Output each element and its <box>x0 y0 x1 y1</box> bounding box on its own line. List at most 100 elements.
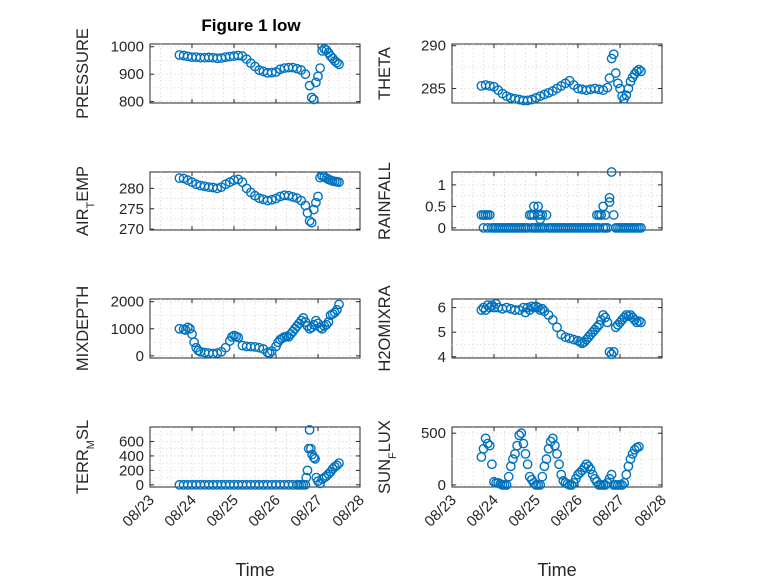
y-axis-label: TERRMSL <box>74 420 97 494</box>
data-point <box>606 469 617 480</box>
axes-pressure: 800 900 1000 PRESSURE <box>74 28 361 119</box>
x-axis-label: Time <box>235 560 274 580</box>
data-point <box>621 310 632 320</box>
plot-area <box>149 426 361 488</box>
data-point <box>503 471 514 482</box>
y-tick-label: 5 <box>438 324 446 341</box>
data-point <box>264 348 275 359</box>
data-point <box>315 322 325 333</box>
data-point <box>334 177 344 188</box>
x-tick-label: 08/25 <box>505 492 544 531</box>
x-tick-label: 08/28 <box>329 492 368 531</box>
data-point <box>537 303 548 314</box>
data-point <box>535 214 546 225</box>
y-tick-label: 1000 <box>111 321 144 338</box>
x-tick-label: 08/27 <box>287 492 326 531</box>
data-point <box>254 342 265 353</box>
data-point <box>631 317 642 328</box>
x-tick-label: 08/28 <box>631 492 670 531</box>
data-point <box>522 95 533 106</box>
y-axis-label: SUNFLUX <box>376 420 399 494</box>
x-tick-label: 08/25 <box>203 492 242 531</box>
data-point <box>610 68 621 78</box>
data-point <box>220 342 231 353</box>
data-point <box>306 92 317 103</box>
data-point <box>306 217 317 228</box>
axes-mixdepth: 0 1000 2000 MIXDEPTH <box>74 286 361 371</box>
data-point <box>296 315 307 326</box>
y-tick-label: 270 <box>119 221 144 238</box>
y-tick-label: 4 <box>438 349 446 366</box>
data-point <box>302 321 313 331</box>
data-point <box>304 216 315 226</box>
data-point <box>508 454 518 464</box>
y-axis-label: THETA <box>376 47 394 100</box>
data-point <box>331 304 342 315</box>
data-point <box>552 448 562 459</box>
data-point <box>636 317 646 328</box>
data-point <box>300 479 311 490</box>
data-point <box>317 45 328 56</box>
y-tick-label: 290 <box>421 38 446 55</box>
x-tick-label: 08/24 <box>463 492 502 531</box>
data-point <box>233 332 244 343</box>
data-point <box>486 300 497 311</box>
data-point <box>617 91 627 102</box>
data-point <box>512 440 522 451</box>
y-tick-label: 800 <box>119 94 144 111</box>
y-axis-label: PRESSURE <box>74 28 92 119</box>
data-point <box>301 472 312 483</box>
data-point <box>212 183 223 194</box>
data-point <box>623 83 634 94</box>
y-tick-label: 0.5 <box>425 198 446 215</box>
y-tick-label: 0 <box>136 477 144 494</box>
y-axis-label: H2OMIXRA <box>376 285 394 371</box>
data-point <box>625 454 636 464</box>
y-tick-label: 2000 <box>111 294 144 311</box>
data-point <box>621 90 632 101</box>
data-point <box>331 57 342 68</box>
data-point <box>182 322 193 333</box>
data-point <box>585 464 596 475</box>
data-point <box>556 469 567 480</box>
data-point <box>537 471 548 482</box>
data-point <box>602 317 613 328</box>
data-point <box>547 314 558 325</box>
data-point <box>629 314 640 325</box>
data-point <box>522 459 533 470</box>
data-point <box>482 438 493 449</box>
data-point <box>600 312 611 323</box>
data-point <box>482 210 493 220</box>
axes-theta: 285 290 THETA <box>376 38 663 106</box>
axes-rainfall: 0 0.5 1 RAINFALL <box>376 162 663 240</box>
x-tick-label: 08/27 <box>589 492 628 531</box>
data-point <box>598 310 609 320</box>
data-point <box>606 349 617 360</box>
data-point <box>608 49 619 60</box>
y-tick-label: 200 <box>119 462 144 479</box>
data-point <box>308 204 319 215</box>
y-tick-label: 0 <box>136 348 144 365</box>
data-point <box>526 301 537 312</box>
data-point <box>292 63 302 74</box>
data-point <box>554 459 564 470</box>
data-point <box>329 307 340 318</box>
y-tick-label: 500 <box>421 425 446 442</box>
y-tick-label: 275 <box>119 201 144 218</box>
data-point <box>323 317 334 327</box>
x-tick-label: 08/24 <box>161 492 200 531</box>
data-point <box>552 322 562 333</box>
y-axis-label: RAINFALL <box>376 162 394 240</box>
data-point <box>310 197 321 208</box>
data-point <box>193 345 204 356</box>
y-tick-label: 285 <box>421 80 446 97</box>
data-point <box>568 334 579 345</box>
data-point <box>254 65 265 75</box>
data-point <box>636 66 646 77</box>
data-point <box>315 63 325 74</box>
data-point <box>305 443 316 454</box>
y-tick-label: 1000 <box>111 39 144 56</box>
data-point <box>304 424 315 435</box>
